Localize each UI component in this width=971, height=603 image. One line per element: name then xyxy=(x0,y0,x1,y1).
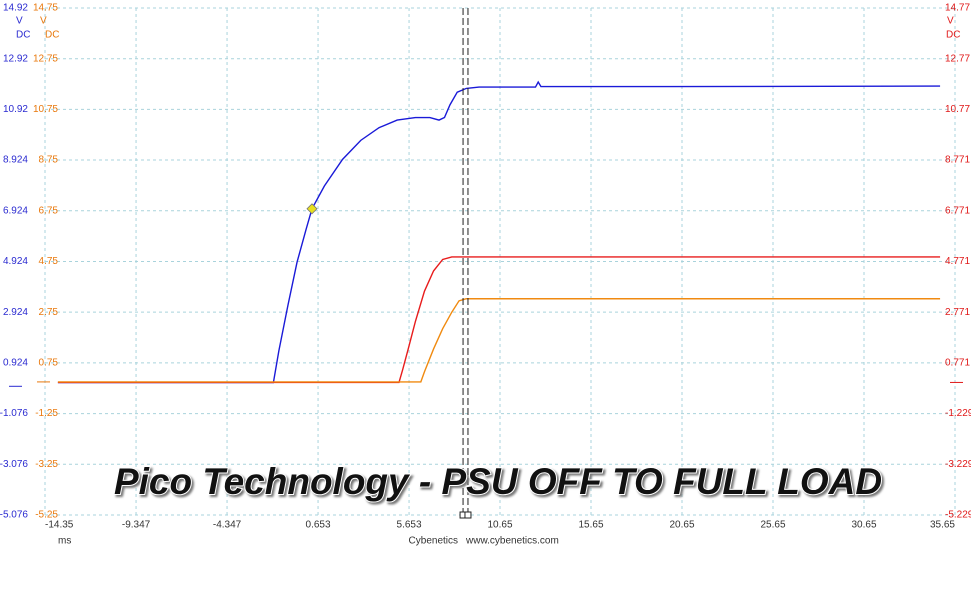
y-tick-label: -5.076 xyxy=(0,510,28,521)
cursor-handle xyxy=(464,511,472,519)
x-tick-label: 5.653 xyxy=(397,520,422,531)
axis-unit: V xyxy=(16,16,23,27)
axis-unit: V xyxy=(40,16,47,27)
y-tick-label: 10.77 xyxy=(945,104,970,115)
source: Cybenetics xyxy=(409,536,458,547)
y-tick-label: 12.75 xyxy=(33,53,58,64)
x-tick-label: 35.65 xyxy=(930,520,955,531)
y-tick-label: 8.771 xyxy=(945,155,970,166)
y-tick-label: 14.75 xyxy=(33,3,58,14)
x-tick-label: -14.35 xyxy=(45,520,74,531)
y-tick-label: 0.771 xyxy=(945,358,970,369)
y-tick-label: -1.076 xyxy=(0,408,28,419)
y-tick-label: 0.75 xyxy=(39,358,59,369)
x-tick-label: -4.347 xyxy=(213,520,242,531)
chart-title: Pico Technology - PSU OFF TO FULL LOAD xyxy=(114,461,882,502)
y-tick-label: 4.924 xyxy=(3,256,28,267)
x-tick-label: 30.65 xyxy=(851,520,876,531)
axis-coupling: DC xyxy=(946,30,960,41)
trace xyxy=(57,256,941,384)
axis-coupling: DC xyxy=(16,30,30,41)
y-tick-label: 12.92 xyxy=(3,53,28,64)
y-tick-label: 8.75 xyxy=(39,155,59,166)
axis-unit: V xyxy=(947,16,954,27)
y-tick-label: 12.77 xyxy=(945,53,970,64)
y-tick-label: -3.25 xyxy=(35,459,58,470)
y-tick-label: 6.75 xyxy=(39,205,59,216)
x-axis-unit: ms xyxy=(58,536,71,547)
y-tick-label: 2.924 xyxy=(3,307,28,318)
y-tick-label: 8.924 xyxy=(3,155,28,166)
y-tick-label: 2.771 xyxy=(945,307,970,318)
x-tick-label: 10.65 xyxy=(487,520,512,531)
axis-coupling: DC xyxy=(45,30,59,41)
y-tick-label: -3.076 xyxy=(0,459,28,470)
source-url: www.cybenetics.com xyxy=(465,536,559,547)
y-tick-label: 4.771 xyxy=(945,256,970,267)
y-tick-label: -1.25 xyxy=(35,408,58,419)
y-tick-label: 0.924 xyxy=(3,358,28,369)
y-tick-label: -3.229 xyxy=(945,459,971,470)
y-tick-label: 2.75 xyxy=(39,307,59,318)
x-tick-label: 0.653 xyxy=(306,520,331,531)
y-tick-label: 10.75 xyxy=(33,104,58,115)
trace xyxy=(57,80,941,384)
x-tick-label: -9.347 xyxy=(122,520,151,531)
marker xyxy=(306,203,318,215)
y-tick-label: 6.924 xyxy=(3,205,28,216)
x-tick-label: 25.65 xyxy=(760,520,785,531)
y-tick-label: -5.25 xyxy=(35,510,58,521)
y-tick-label: -5.229 xyxy=(945,510,971,521)
y-tick-label: 6.771 xyxy=(945,205,970,216)
y-tick-label: 14.77 xyxy=(945,3,970,14)
traces xyxy=(57,80,941,384)
x-tick-label: 15.65 xyxy=(578,520,603,531)
trace xyxy=(57,298,941,383)
x-tick-label: 20.65 xyxy=(669,520,694,531)
y-tick-label: -1.229 xyxy=(945,408,971,419)
grid xyxy=(44,7,956,516)
y-tick-label: 14.92 xyxy=(3,3,28,14)
y-tick-label: 4.75 xyxy=(39,256,59,267)
y-tick-label: 10.92 xyxy=(3,104,28,115)
